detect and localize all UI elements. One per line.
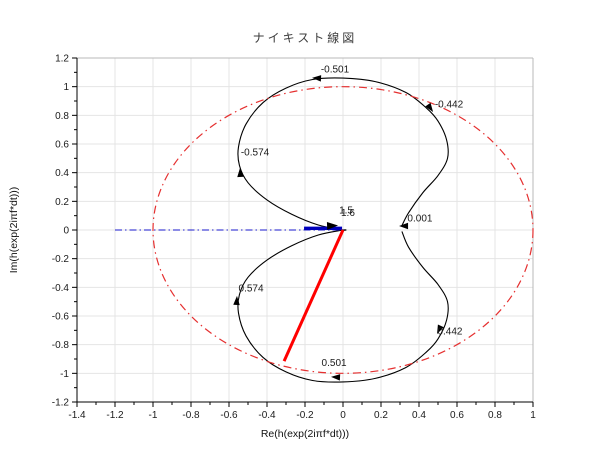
y-tick-label: 0.2: [55, 197, 69, 208]
x-tick-label: 1: [530, 410, 536, 421]
y-tick-label: 0.4: [55, 168, 69, 179]
y-axis-label: Im(h(exp(2iπf*dt))): [8, 187, 20, 274]
y-tick-label: 0.8: [55, 111, 69, 122]
y-tick-label: -1.2: [52, 398, 70, 409]
x-axis-label: Re(h(exp(2iπf*dt))): [261, 428, 349, 440]
direction-arrow-icon: [237, 167, 244, 178]
y-tick-label: 0.6: [55, 140, 69, 151]
red-vector: [282, 229, 345, 362]
x-tick-label: 0.2: [374, 410, 388, 421]
y-tick-label: -0.2: [52, 254, 70, 265]
direction-arrow-icon: [312, 75, 322, 82]
direction-arrow-icon: [437, 324, 444, 335]
frequency-annotation: -0.501: [321, 65, 350, 76]
x-tick-label: -1: [149, 410, 158, 421]
y-tick-label: -0.4: [52, 283, 70, 294]
unit-circle: [152, 86, 534, 374]
frequency-annotation: 0.501: [322, 358, 347, 369]
frequency-annotation: -0.574: [241, 148, 270, 159]
direction-arrow-icon: [326, 221, 339, 230]
x-tick-label: 0.8: [488, 410, 502, 421]
x-tick-label: -1.4: [68, 410, 86, 421]
y-tick-label: 0: [63, 226, 69, 237]
x-tick-label: 0.6: [450, 410, 464, 421]
x-tick-label: -0.2: [296, 410, 314, 421]
x-tick-label: -0.4: [258, 410, 276, 421]
frequency-annotation: -0.442: [435, 100, 464, 111]
x-tick-label: 0: [340, 410, 346, 421]
y-tick-label: -0.6: [52, 312, 70, 323]
frequency-annotation: 1.5: [339, 205, 353, 216]
y-tick-label: -0.8: [52, 340, 70, 351]
direction-arrow-icon: [331, 374, 341, 381]
frequency-annotation: 1.6: [341, 208, 355, 219]
axis-ticks: [72, 57, 534, 407]
direction-arrow-icon: [425, 102, 434, 113]
nyquist-curve: [237, 77, 449, 383]
y-tick-label: 1: [63, 82, 69, 93]
axis-tick-labels: -1.4 -1.2 -1 -0.8 -0.6 -0.4 -0.2 0 0.2 0.4 0.6 0.8 1…: [52, 54, 536, 422]
direction-arrow-icon: [233, 295, 240, 306]
direction-arrow-icon: [399, 222, 409, 230]
y-tick-label: 1.2: [55, 54, 69, 65]
plot-series: [115, 77, 534, 383]
x-tick-label: -0.6: [220, 410, 238, 421]
chart-title: ナイキスト線図: [253, 30, 358, 45]
x-tick-label: -1.2: [106, 410, 124, 421]
x-tick-label: -0.8: [182, 410, 200, 421]
x-tick-label: 0.4: [412, 410, 426, 421]
frequency-annotation: 0.442: [437, 327, 462, 338]
frequency-annotation: 0.001: [407, 213, 432, 224]
curve-annotations: -0.501 -0.442 -0.574 0.001 1.51.6 0.442 0.501 0…: [233, 65, 464, 381]
frequency-annotation: 0.574: [239, 284, 264, 295]
y-tick-label: -1: [60, 369, 69, 380]
